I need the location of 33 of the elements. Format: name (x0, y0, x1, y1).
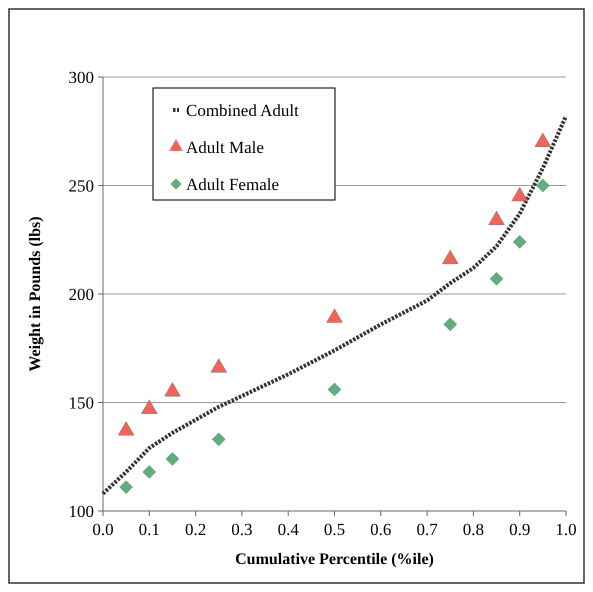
x-tick-label: 0.6 (370, 520, 392, 539)
y-tick-label: 250 (68, 176, 94, 196)
y-tick-label: 150 (68, 394, 94, 412)
point (119, 480, 133, 494)
point (488, 210, 505, 226)
point (142, 465, 156, 479)
y-tick-label: 100 (68, 502, 94, 521)
legend-label: Adult Female (186, 175, 280, 194)
point (212, 432, 226, 446)
x-tick-label: 0.1 (138, 520, 160, 539)
point (442, 250, 458, 264)
x-tick-label: 0.0 (92, 520, 114, 539)
point (166, 452, 180, 466)
x-tick-label: 0.8 (462, 520, 484, 539)
x-tick-label: 0.4 (278, 520, 300, 539)
point (443, 318, 458, 332)
point (326, 308, 343, 323)
point (328, 382, 342, 396)
x-tick-label: 0.3 (231, 520, 253, 539)
point (511, 186, 528, 202)
legend-label: Combined Adult (186, 101, 300, 120)
x-tick-label: 0.2 (184, 520, 206, 539)
point (210, 358, 227, 373)
legend-label: Adult Male (186, 138, 264, 157)
y-axis-title: Weight in Pounds (lbs) (27, 216, 44, 372)
x-tick-label: 0.9 (509, 520, 530, 539)
x-axis-title: Cumulative Percentile (%ile) (235, 551, 434, 568)
point (534, 132, 552, 147)
y-tick-label: 200 (68, 285, 94, 304)
y-tick-label: 300 (68, 68, 94, 87)
x-tick-label: 0.5 (324, 520, 346, 539)
x-tick-label: 1.0 (555, 520, 577, 539)
x-tick-label: 0.7 (416, 520, 438, 539)
